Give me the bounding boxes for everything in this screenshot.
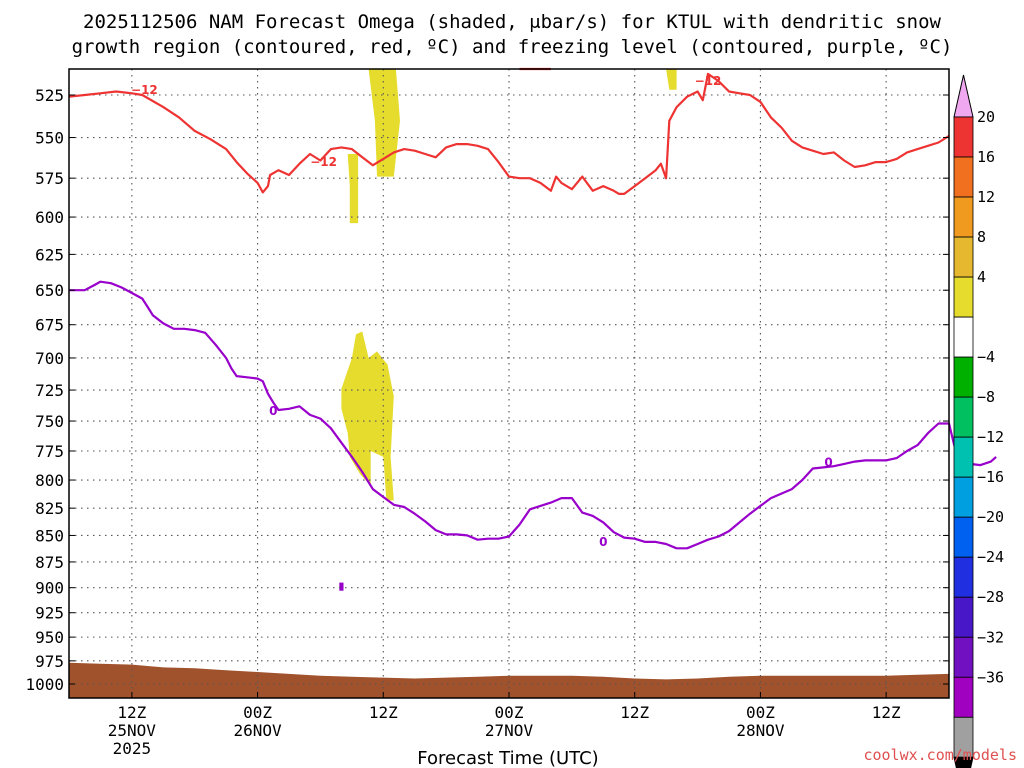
contour-label-2: −12: [695, 74, 722, 88]
colorbar: 20 16 12 8 4 −4 −8 −12 −16 −20 −24 −28 −32 −36: [953, 74, 1004, 768]
colorbar-block-1: [953, 156, 974, 198]
y-tick-label-700: 700: [35, 349, 64, 368]
shaded-region-2: [666, 69, 677, 90]
x-tick-label-6-1: 25NOV: [108, 721, 157, 740]
colorbar-top-arrow: [953, 74, 974, 118]
contours: −12 −12 −12 0 0 0: [68, 67, 997, 550]
colorbar-label-13: −36: [977, 668, 1004, 686]
x-axis-label: Forecast Time (UTC): [417, 748, 598, 768]
colorbar-label-6: −8: [977, 388, 995, 406]
omega-shading: [339, 69, 677, 591]
x-tick-label-18-0: 00Z: [243, 703, 272, 722]
x-tick-label-42-1: 27NOV: [485, 721, 534, 740]
y-tick-label-650: 650: [35, 281, 64, 300]
colorbar-block-3: [953, 236, 974, 278]
y-tick-label-625: 625: [35, 245, 64, 264]
contour-dgz-12c-contour: [68, 72, 950, 195]
colorbar-label-5: −4: [977, 348, 995, 366]
x-tick-label-66-0: 00Z: [746, 703, 775, 722]
shaded-region-3: [341, 331, 394, 501]
y-tick-label-775: 775: [35, 442, 64, 461]
y-tick-label-750: 750: [35, 412, 64, 431]
y-tick-label-875: 875: [35, 553, 64, 572]
y-tick-label-925: 925: [35, 604, 64, 623]
y-tick-label-975: 975: [35, 652, 64, 671]
contour-freezing-level-0c-contour: [69, 280, 997, 550]
colorbar-block-5: [953, 316, 974, 358]
colorbar-block-2: [953, 196, 974, 238]
colorbar-label-1: 16: [977, 148, 995, 166]
contour-label-3: 0: [269, 404, 277, 418]
colorbar-label-11: −28: [977, 588, 1004, 606]
y-tick-label-525: 525: [35, 86, 64, 105]
colorbar-label-8: −16: [977, 468, 1004, 486]
plot-border: [68, 68, 950, 699]
colorbar-label-10: −24: [977, 548, 1004, 566]
colorbar-block-13: [953, 636, 974, 678]
y-tick-label-950: 950: [35, 628, 64, 647]
plot-frame: [68, 68, 950, 699]
contour-label-5: 0: [824, 456, 832, 470]
y-tick-label-675: 675: [35, 316, 64, 335]
x-tick-label-30-0: 12Z: [369, 703, 398, 722]
x-tick-label-66-1: 28NOV: [736, 721, 785, 740]
colorbar-block-11: [953, 556, 974, 598]
colorbar-block-12: [953, 596, 974, 638]
y-tick-label-550: 550: [35, 129, 64, 148]
x-tick-label-54-0: 12Z: [620, 703, 649, 722]
plot-background: [69, 69, 949, 698]
plot-area: [69, 69, 949, 698]
x-tick-label-42-0: 00Z: [495, 703, 524, 722]
colorbar-label-7: −12: [977, 428, 1004, 446]
shaded-region-1: [347, 154, 359, 224]
colorbar-label-12: −32: [977, 628, 1004, 646]
y-tick-label-825: 825: [35, 499, 64, 518]
credit-link[interactable]: coolwx.com/models: [863, 746, 1017, 764]
terrain-fill: [69, 662, 949, 698]
x-tick-label-18-1: 26NOV: [233, 721, 282, 740]
y-tick-label-900: 900: [35, 579, 64, 598]
y-tick-label-575: 575: [35, 169, 64, 188]
colorbar-bottom-arrow: [953, 756, 974, 768]
colorbar-block-9: [953, 476, 974, 518]
colorbar-block-4: [953, 276, 974, 318]
colorbar-block-0: [953, 116, 974, 158]
contour-label-4: 0: [599, 535, 607, 549]
grid-lines: [69, 69, 949, 698]
colorbar-block-8: [953, 436, 974, 478]
colorbar-label-0: 20: [977, 108, 995, 126]
y-tick-label-725: 725: [35, 381, 64, 400]
contour-label-0: −12: [131, 83, 158, 97]
shaded-region-4: [339, 582, 344, 591]
shaded-region-0: [368, 69, 400, 177]
colorbar-label-2: 12: [977, 188, 995, 206]
title-line-1: 2025112506 NAM Forecast Omega (shaded, μ…: [83, 11, 941, 33]
y-tick-label-600: 600: [35, 208, 64, 227]
x-tick-label-78-0: 12Z: [872, 703, 901, 722]
colorbar-block-7: [953, 396, 974, 438]
title-line-2: growth region (contoured, red, ºC) and f…: [72, 36, 953, 58]
y-tick-label-800: 800: [35, 471, 64, 490]
x-tick-label-6-2: 2025: [113, 739, 152, 758]
colorbar-block-10: [953, 516, 974, 558]
colorbar-label-4: 4: [977, 268, 986, 286]
x-tick-label-6-0: 12Z: [117, 703, 146, 722]
y-axis-ticks: 525 550 575 600 625 650 675 700 725 750 775 800 825 8…: [25, 86, 949, 694]
colorbar-label-9: −20: [977, 508, 1004, 526]
y-tick-label-1000: 1000: [25, 675, 64, 694]
colorbar-label-3: 8: [977, 228, 986, 246]
contour-label-1: −12: [310, 155, 337, 169]
colorbar-block-6: [953, 356, 974, 398]
terrain-layer: [69, 662, 949, 698]
y-tick-label-850: 850: [35, 526, 64, 545]
colorbar-block-14: [953, 676, 974, 718]
